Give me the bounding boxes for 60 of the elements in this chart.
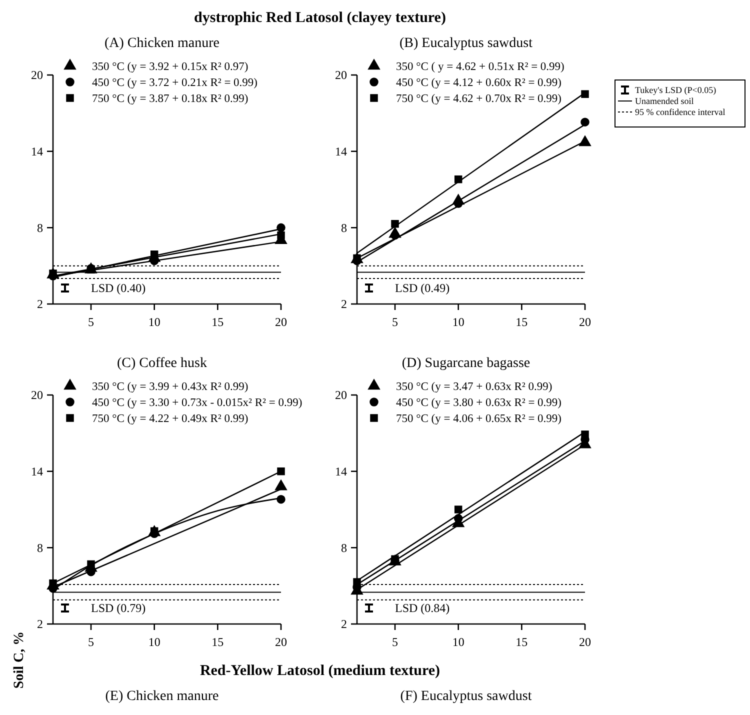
x-tick-label: 20 <box>275 315 287 329</box>
chart-title: (D) Sugarcane bagasse <box>402 356 530 371</box>
chart-title: (B) Eucalyptus sawdust <box>400 36 533 51</box>
legend-label: Unamended soil <box>635 96 694 106</box>
legend-label: 750 °C (y = 3.87 + 0.18x R² 0.99) <box>92 93 248 106</box>
y-tick-label: 20 <box>335 388 347 402</box>
y-tick-label: 14 <box>31 144 43 159</box>
legend-label: 350 °C (y = 3.99 + 0.43x R² 0.99) <box>92 381 248 394</box>
y-tick-label: 2 <box>37 297 43 312</box>
y-tick-label: 2 <box>341 297 347 312</box>
legend-label: 95 % confidence interval <box>635 107 726 118</box>
legend-label: 450 °C (y = 3.30 + 0.73x - 0.015x² R² = 0.99) <box>92 397 302 410</box>
y-tick-label: 20 <box>31 68 43 82</box>
legend-label: 450 °C (y = 3.80 + 0.63x R² = 0.99) <box>396 397 562 410</box>
x-tick-label: 15 <box>212 315 224 329</box>
y-tick-label: 2 <box>37 617 43 632</box>
legend-label: 750 °C (y = 4.22 + 0.49x R² 0.99) <box>92 413 248 426</box>
annotation: LSD (0.49) <box>395 281 450 295</box>
x-tick-label: 5 <box>88 635 94 649</box>
x-tick-label: 20 <box>579 315 591 329</box>
x-tick-label: 15 <box>516 315 528 329</box>
legend-label: 450 °C (y = 3.72 + 0.21x R² = 0.99) <box>92 77 258 90</box>
x-tick-label: 10 <box>148 315 160 329</box>
y-tick-label: 14 <box>335 464 347 479</box>
legend-label: 450 °C (y = 4.12 + 0.60x R² = 0.99) <box>396 77 562 90</box>
x-tick-label: 10 <box>452 635 464 649</box>
y-tick-label: 20 <box>31 388 43 402</box>
y-tick-label: 8 <box>37 540 43 555</box>
text: Red-Yellow Latosol (medium texture) <box>200 663 440 679</box>
y-tick-label: 8 <box>341 540 347 555</box>
legend-label: 750 °C (y = 4.62 + 0.70x R² = 0.99) <box>396 93 562 106</box>
chart-title: (C) Coffee husk <box>117 356 207 371</box>
x-tick-label: 15 <box>212 635 224 649</box>
x-tick-label: 5 <box>392 635 398 649</box>
x-tick-label: 10 <box>452 315 464 329</box>
x-tick-label: 5 <box>88 315 94 329</box>
x-tick-label: 10 <box>148 635 160 649</box>
legend-label: 350 °C (y = 3.47 + 0.63x R² 0.99) <box>396 381 552 394</box>
text: (F) Eucalyptus sawdust <box>400 689 532 704</box>
y-tick-label: 14 <box>31 464 43 479</box>
x-tick-label: 15 <box>516 635 528 649</box>
text: (E) Chicken manure <box>105 689 219 704</box>
chart-title: (A) Chicken manure <box>104 36 220 51</box>
y-tick-label: 8 <box>37 220 43 235</box>
annotation: LSD (0.84) <box>395 601 450 615</box>
legend-label: 750 °C (y = 4.06 + 0.65x R² = 0.99) <box>396 413 562 426</box>
x-tick-label: 5 <box>392 315 398 329</box>
y-tick-label: 2 <box>341 617 347 632</box>
legend-label: 350 °C ( y = 4.62 + 0.51x R² = 0.99) <box>396 61 565 74</box>
x-tick-label: 20 <box>275 635 287 649</box>
annotation: LSD (0.40) <box>91 281 146 295</box>
y-tick-label: 20 <box>335 68 347 82</box>
x-tick-label: 20 <box>579 635 591 649</box>
text: Tukey's LSD (P<0.05) <box>635 85 716 96</box>
y-axis-title: Soil C, % <box>12 631 27 689</box>
legend-label: 350 °C (y = 3.92 + 0.15x R² 0.97) <box>92 61 248 74</box>
y-tick-label: 8 <box>341 220 347 235</box>
annotation: LSD (0.79) <box>91 601 146 615</box>
text: dystrophic Red Latosol (clayey texture) <box>194 10 446 26</box>
y-tick-label: 14 <box>335 144 347 159</box>
